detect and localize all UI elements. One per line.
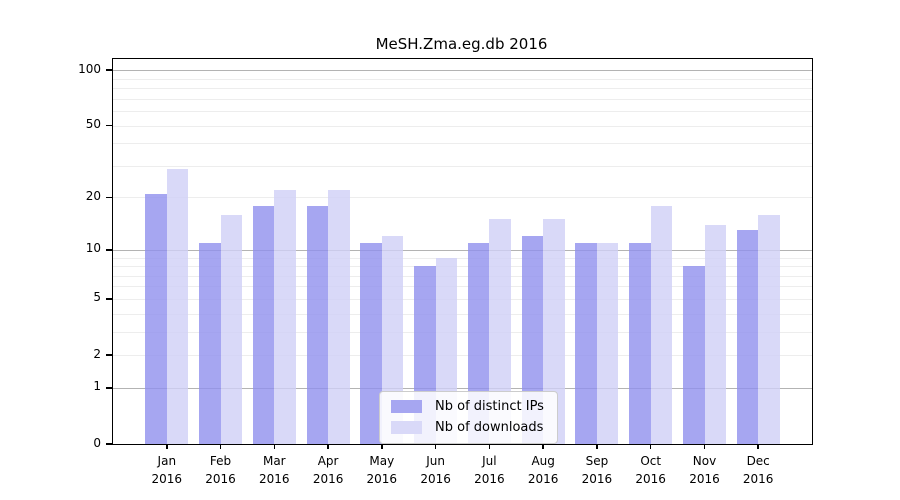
x-tick-label: Aug 2016 — [527, 454, 559, 486]
x-tick — [166, 444, 168, 449]
gridline-major — [113, 249, 812, 251]
y-tick-label: 0 — [93, 435, 101, 450]
gridline-minor — [113, 143, 812, 145]
gridline-minor — [113, 298, 812, 300]
y-tick-label: 20 — [85, 188, 101, 203]
gridline-minor — [113, 165, 812, 167]
x-tick-label: Jan 2016 — [151, 454, 183, 486]
legend-item: Nb of distinct IPs — [391, 399, 544, 414]
legend-label: Nb of downloads — [435, 420, 544, 435]
y-tick-label: 5 — [93, 290, 101, 305]
bar-nb-of-distinct-ips-dec — [736, 230, 759, 444]
x-tick — [219, 444, 222, 449]
x-tick — [434, 444, 437, 449]
gridline-minor — [113, 111, 812, 113]
x-tick-label: Dec 2016 — [742, 454, 774, 486]
bar-nb-of-downloads-aug — [543, 219, 565, 444]
bar-nb-of-downloads-dec — [758, 214, 780, 444]
gridline-major — [113, 387, 812, 389]
gridline-minor — [113, 275, 812, 277]
bar-nb-of-downloads-feb — [220, 214, 242, 444]
x-tick-label: Jun 2016 — [420, 454, 451, 486]
bar-nb-of-distinct-ips-feb — [199, 242, 221, 444]
legend: Nb of distinct IPs Nb of downloads — [379, 391, 558, 444]
y-tick — [106, 387, 112, 389]
y-tick — [106, 443, 112, 445]
y-tick — [106, 249, 112, 251]
legend-swatch-distinct-ips — [391, 400, 422, 413]
bar-nb-of-distinct-ips-mar — [252, 205, 275, 444]
bar-nb-of-downloads-nov — [704, 224, 726, 444]
y-tick — [106, 298, 112, 300]
bar-nb-of-downloads-sep — [596, 242, 619, 444]
x-tick-label: Oct 2016 — [635, 454, 666, 486]
y-tick-label: 1 — [93, 379, 101, 394]
x-tick — [649, 444, 652, 449]
x-tick-label: Mar 2016 — [259, 454, 290, 486]
bar-nb-of-downloads-jul — [489, 219, 511, 444]
x-tick — [488, 444, 491, 449]
gridline-minor — [113, 257, 812, 259]
x-tick-label: May 2016 — [366, 454, 398, 486]
gridline-minor — [113, 98, 812, 100]
gridline-minor — [113, 125, 812, 127]
gridline-major — [113, 70, 812, 72]
gridline-minor — [113, 355, 812, 356]
gridline-minor — [113, 286, 812, 288]
bar-nb-of-distinct-ips-jan — [145, 193, 167, 444]
chart-title: MeSH.Zma.eg.db 2016 — [375, 35, 548, 53]
x-tick — [273, 444, 276, 449]
y-tick-label: 2 — [93, 346, 101, 361]
x-tick-label: Feb 2016 — [205, 454, 236, 486]
y-tick — [106, 69, 112, 71]
y-tick — [106, 354, 112, 356]
y-tick-label: 50 — [85, 117, 101, 132]
gridline-minor — [113, 197, 812, 199]
bar-nb-of-downloads-oct — [650, 205, 673, 444]
x-tick — [542, 444, 544, 449]
bar-nb-of-distinct-ips-may — [360, 242, 382, 444]
legend-item: Nb of downloads — [391, 420, 544, 435]
bar-nb-of-downloads-mar — [274, 190, 296, 444]
legend-label: Nb of distinct IPs — [435, 399, 544, 414]
gridline-minor — [113, 88, 812, 90]
legend-swatch-downloads — [391, 421, 422, 434]
x-tick — [381, 444, 383, 449]
y-tick-label: 10 — [85, 241, 101, 256]
bar-nb-of-downloads-apr — [328, 190, 350, 444]
gridline-minor — [113, 78, 812, 80]
x-tick-label: Apr 2016 — [312, 454, 344, 486]
x-tick — [703, 444, 706, 449]
y-tick — [106, 124, 112, 127]
bar-nb-of-distinct-ips-oct — [629, 242, 651, 444]
bar-nb-of-distinct-ips-nov — [683, 266, 705, 444]
y-tick — [106, 196, 112, 199]
bar-nb-of-distinct-ips-sep — [575, 242, 597, 444]
x-tick-label: Nov 2016 — [689, 454, 720, 486]
plot-area: Nb of distinct IPs Nb of downloads Jan 20… — [78, 58, 813, 486]
gridline-minor — [113, 331, 812, 333]
x-tick — [596, 444, 598, 449]
bar-nb-of-downloads-jan — [166, 168, 189, 444]
x-tick-label: Jul 2016 — [474, 454, 505, 486]
gridline-minor — [113, 313, 812, 315]
x-tick-label: Sep 2016 — [581, 454, 613, 486]
x-tick — [327, 444, 329, 449]
bar-nb-of-distinct-ips-apr — [306, 205, 329, 444]
y-tick-label: 100 — [78, 61, 101, 76]
x-tick — [757, 444, 759, 449]
gridline-minor — [113, 266, 812, 267]
